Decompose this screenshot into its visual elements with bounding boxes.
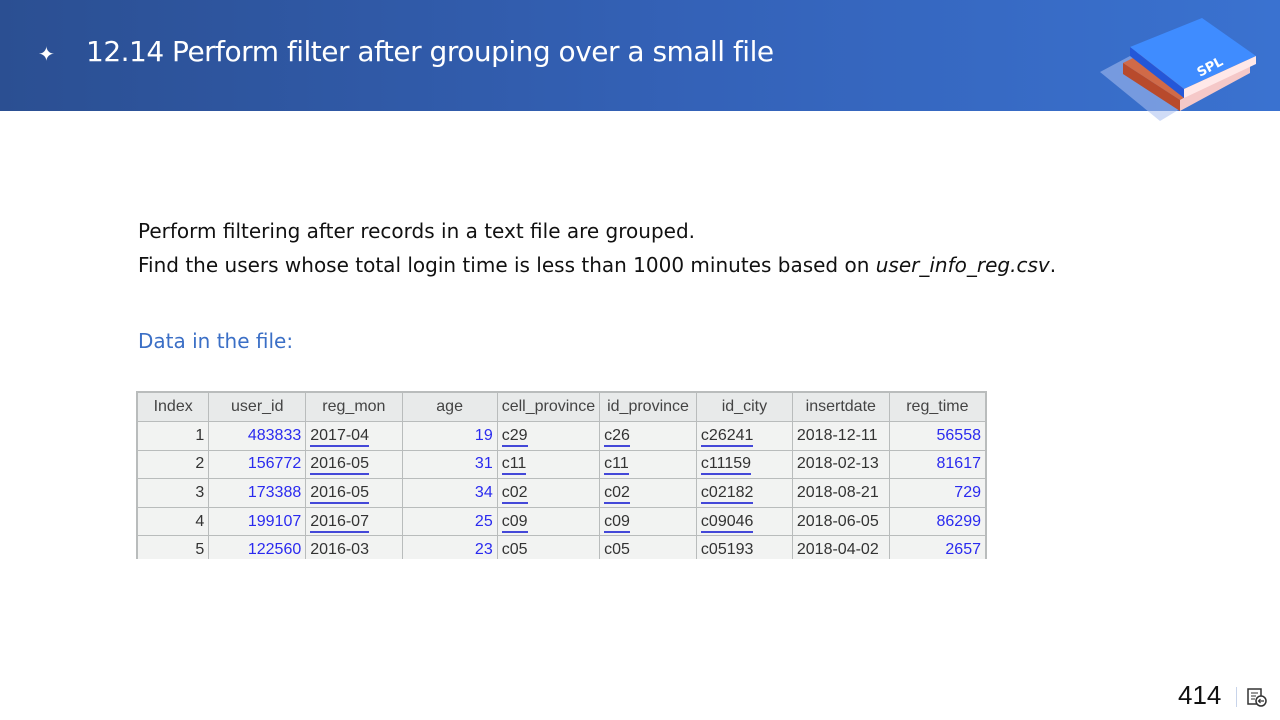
table-cell: c02 xyxy=(599,478,697,508)
cell-link[interactable]: c02 xyxy=(501,483,528,504)
table-cell: 81617 xyxy=(888,449,986,480)
table-cell: 31 xyxy=(401,449,498,480)
table-row: 4 199107 2016-07 25 c09 c09 c09046 2018-06-05 86… xyxy=(137,506,986,537)
description-line-2: Find the users whose total login time is… xyxy=(138,253,1056,277)
table-cell: 25 xyxy=(401,506,498,537)
table-cell: c05 xyxy=(599,535,697,559)
table-cell: 2016-05 xyxy=(305,449,403,480)
column-header-id-city: id_city xyxy=(695,392,793,422)
table-cell: c11 xyxy=(599,449,697,480)
table-cell: 2 xyxy=(137,449,210,480)
table-cell: 86299 xyxy=(888,506,986,537)
table-cell: c02182 xyxy=(695,478,793,508)
cell-link[interactable]: 2016-07 xyxy=(310,512,369,533)
table-cell: 2018-06-05 xyxy=(791,506,890,537)
column-header-insertdate: insertdate xyxy=(791,392,890,422)
table-cell: c05 xyxy=(496,535,601,559)
table-cell: c05193 xyxy=(695,535,793,559)
table-cell: 3 xyxy=(137,478,210,508)
cell-link[interactable]: c26241 xyxy=(700,426,754,447)
data-table: Index user_id reg_mon age cell_province id_pr… xyxy=(136,391,987,559)
divider xyxy=(1236,687,1237,707)
page-number: 414 xyxy=(1178,680,1222,710)
table-cell: 2016-03 xyxy=(305,535,403,559)
cell-link[interactable]: c09 xyxy=(604,512,630,533)
table-cell: 483833 xyxy=(208,421,307,451)
table-cell: 34 xyxy=(401,478,498,508)
column-header-reg-mon: reg_mon xyxy=(305,392,403,422)
table-row: 1 483833 2017-04 19 c29 c26 c26241 2018-12-11 56… xyxy=(137,421,986,451)
cell-link[interactable]: 2016-05 xyxy=(310,483,369,504)
table-cell: 2016-07 xyxy=(305,506,403,537)
cell-link[interactable]: c09 xyxy=(501,512,528,533)
table-cell: 2016-05 xyxy=(305,478,403,508)
cell-link[interactable]: c05 xyxy=(604,541,630,559)
data-subheading: Data in the file: xyxy=(138,329,294,353)
table-cell: 2018-08-21 xyxy=(791,478,890,508)
slide-header: ✦ 12.14 Perform filter after grouping ov… xyxy=(0,0,1280,121)
table-cell: c29 xyxy=(496,421,601,451)
table-cell: c09046 xyxy=(695,506,793,537)
cell-link[interactable]: c09046 xyxy=(700,512,754,533)
cell-link[interactable]: c29 xyxy=(501,426,528,447)
cell-link[interactable]: c02182 xyxy=(700,483,754,504)
table-cell: 156772 xyxy=(208,449,307,480)
cell-link[interactable]: c05 xyxy=(501,541,528,559)
table-cell: 1 xyxy=(137,421,210,451)
cell-link[interactable]: c26 xyxy=(604,426,630,447)
table-cell: 19 xyxy=(401,421,498,451)
cell-link[interactable]: c11 xyxy=(501,455,527,476)
table-cell: 5 xyxy=(137,535,210,559)
table-cell: 56558 xyxy=(888,421,986,451)
table-cell: c02 xyxy=(496,478,601,508)
table-cell: 2018-12-11 xyxy=(791,421,890,451)
table-cell: c26 xyxy=(599,421,697,451)
table-cell: 2018-04-02 xyxy=(791,535,890,559)
table-cell: c09 xyxy=(599,506,697,537)
table-cell: 2017-04 xyxy=(305,421,403,451)
sparkle-icon: ✦ xyxy=(38,42,55,66)
description-suffix: . xyxy=(1049,253,1057,277)
table-row: 5 122560 2016-03 23 c05 c05 c05193 2018-04-02 26… xyxy=(137,535,986,559)
table-cell: 122560 xyxy=(208,535,307,559)
cell-link[interactable]: c05193 xyxy=(700,541,754,559)
slide-title: 12.14 Perform filter after grouping over… xyxy=(86,35,774,68)
table-row: 3 173388 2016-05 34 c02 c02 c02182 2018-08-21 72… xyxy=(137,478,986,508)
column-header-index: Index xyxy=(137,392,210,422)
table-cell: c11159 xyxy=(695,449,793,480)
column-header-cell-province: cell_province xyxy=(496,392,601,422)
description-line-1: Perform filtering after records in a tex… xyxy=(138,219,696,243)
table-cell: c11 xyxy=(496,449,601,480)
table-cell: 4 xyxy=(137,506,210,537)
table-cell: c09 xyxy=(496,506,601,537)
column-header-id-province: id_province xyxy=(599,392,697,422)
cell-link[interactable]: c02 xyxy=(604,483,630,504)
table-cell: c26241 xyxy=(695,421,793,451)
table-cell: 2018-02-13 xyxy=(791,449,890,480)
description-text: Find the users whose total login time is… xyxy=(138,253,876,277)
table-cell: 199107 xyxy=(208,506,307,537)
table-row: 2 156772 2016-05 31 c11 c11 c11159 2018-02-13 81… xyxy=(137,449,986,480)
table-cell: 729 xyxy=(888,478,986,508)
table-cell: 23 xyxy=(401,535,498,559)
cell-link[interactable]: c11 xyxy=(604,455,629,476)
cell-link[interactable]: 2017-04 xyxy=(310,426,369,447)
column-header-age: age xyxy=(401,392,498,422)
file-name: user_info_reg.csv xyxy=(875,253,1050,277)
cell-link[interactable]: 2016-05 xyxy=(310,455,369,476)
cell-link[interactable]: 2016-03 xyxy=(310,541,369,559)
slide-return-icon[interactable] xyxy=(1246,686,1268,708)
cell-link[interactable]: c11159 xyxy=(700,455,752,476)
column-header-user-id: user_id xyxy=(208,392,307,422)
table-cell: 2657 xyxy=(888,535,986,559)
column-header-reg-time: reg_time xyxy=(888,392,986,422)
spl-cookbook-logo: SPL xyxy=(1100,18,1256,121)
table-cell: 173388 xyxy=(208,478,307,508)
